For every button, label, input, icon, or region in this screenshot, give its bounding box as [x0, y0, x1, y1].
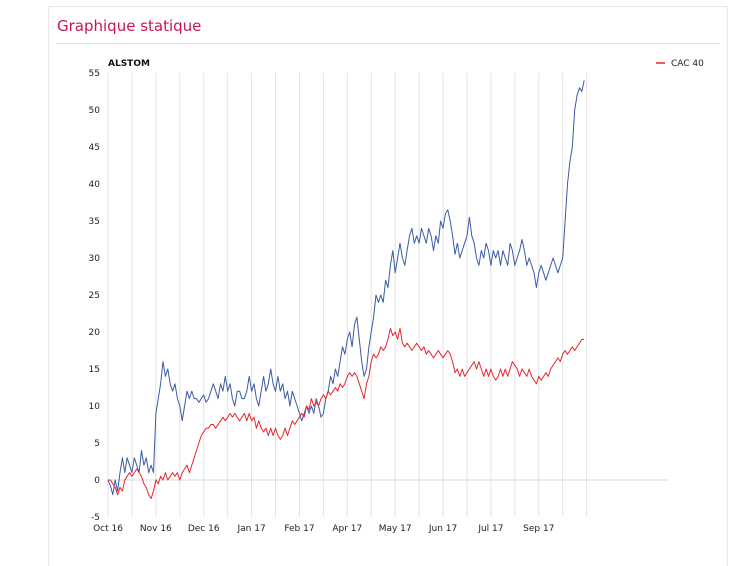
y-tick-label: 30	[89, 254, 101, 264]
chart-legend: CAC 40	[656, 59, 704, 69]
x-tick-label: Jun 17	[428, 524, 457, 534]
x-tick-label: Nov 16	[140, 524, 172, 534]
x-tick-label: May 17	[379, 524, 412, 534]
y-tick-label: 20	[89, 328, 101, 338]
y-tick-label: 40	[89, 180, 101, 190]
series-line-alstom	[107, 80, 585, 496]
x-tick-label: Apr 17	[332, 524, 362, 534]
title-divider	[56, 43, 720, 44]
legend-label-cac40: CAC 40	[671, 59, 704, 69]
x-tick-label: Jan 17	[236, 524, 265, 534]
y-tick-label: 15	[89, 365, 100, 375]
x-tick-label: Feb 17	[284, 524, 314, 534]
x-axis: Oct 16 Nov 16 Dec 16 Jan 17 Feb 17 Apr 17 May …	[93, 524, 554, 534]
x-tick-label: Sep 17	[523, 524, 554, 534]
y-tick-label: 55	[89, 69, 100, 79]
y-tick-label: 45	[89, 143, 100, 153]
y-tick-label: 50	[89, 106, 101, 116]
series-line-cac40	[108, 327, 585, 499]
y-tick-label: 0	[94, 476, 100, 486]
y-tick-label: 10	[89, 402, 101, 412]
x-tick-label: Oct 16	[93, 524, 123, 534]
x-tick-label: Dec 16	[188, 524, 220, 534]
y-tick-label: 35	[89, 217, 100, 227]
chart-series	[107, 80, 585, 499]
y-tick-label: 5	[94, 439, 100, 449]
y-tick-label: 25	[89, 291, 100, 301]
x-tick-label: Jul 17	[477, 524, 503, 534]
chart-grid	[107, 73, 668, 517]
y-tick-label: -5	[91, 513, 100, 523]
panel-title: Graphique statique	[57, 17, 202, 35]
chart-title: ALSTOM	[108, 59, 150, 69]
